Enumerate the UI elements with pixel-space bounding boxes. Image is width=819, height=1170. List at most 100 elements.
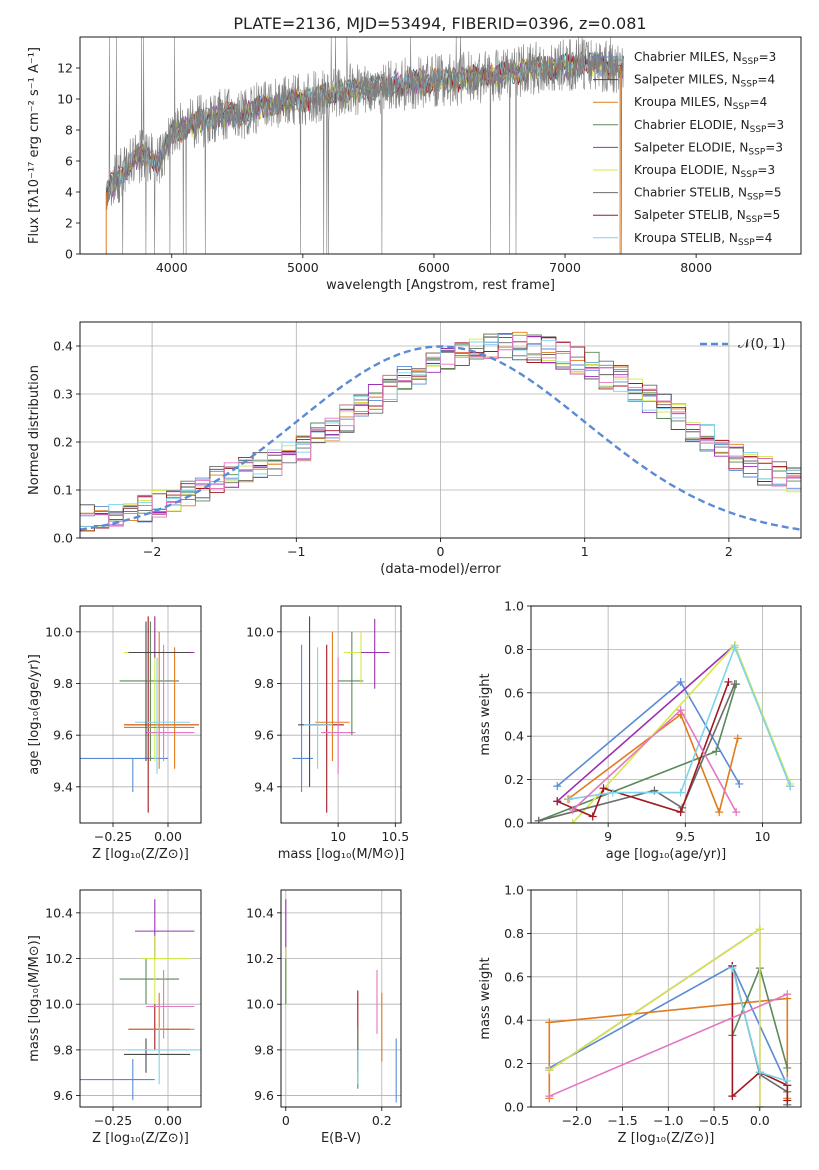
grid-lines: [281, 606, 401, 823]
legend-entry: 𝒩(0, 1): [738, 337, 785, 352]
x-tick-label: −1.5: [607, 1113, 637, 1128]
x-tick-label: 10.5: [381, 829, 409, 844]
y-tick-label: 9.4: [53, 779, 73, 794]
x-axis-label: E(B-V): [321, 1131, 361, 1146]
y-tick-label: 10.0: [246, 624, 274, 639]
plus-marker: [730, 643, 739, 652]
panel-age_vs_mass: 10 10.5 9.4 9.6 9.8 10.0 mass [log₁₀(M/M⊙)]: [246, 605, 409, 862]
y-tick-label: 0.4: [504, 1013, 524, 1028]
x-tick-label: 6000: [418, 260, 450, 275]
y-axis-label: age [log₁₀(age/yr)]: [27, 654, 42, 775]
x-tick-label: 9: [604, 829, 612, 844]
legend-entry: Kroupa ELODIE, NSSP=3: [634, 163, 775, 180]
plus-marker: [735, 779, 744, 788]
plus-marker: [786, 782, 795, 791]
x-tick-label: −0.5: [699, 1113, 729, 1128]
plus-marker: [783, 1063, 792, 1072]
legend: Chabrier MILES, NSSP=3 Salpeter MILES, NS…: [593, 50, 784, 248]
y-tick-label: 9.6: [254, 1088, 274, 1103]
panel-weight_vs_age: 9 9.5 10 0.0 0.2 0.4 0.6 0.8 1.0 age [log₁₀(age/y…: [478, 599, 802, 862]
legend-entry: Kroupa MILES, NSSP=4: [634, 95, 767, 112]
axes-frame: [79, 605, 202, 824]
y-tick-label: 10.4: [45, 905, 73, 920]
panel-mass_vs_Z: −0.25 0.00 9.6 9.8 10.0 10.2 10.4 Z [log₁₀(Z/Z⊙…: [27, 889, 202, 1146]
weight-line: [548, 927, 761, 1107]
x-tick-label: 10: [754, 829, 770, 844]
plot-area: [80, 331, 801, 532]
residual-histogram: [80, 333, 801, 528]
plus-marker: [545, 1018, 554, 1027]
x-axis-label: age [log₁₀(age/yr)]: [606, 847, 727, 862]
plus-marker: [676, 808, 685, 817]
plot-area: [534, 641, 795, 823]
x-axis-label: mass [log₁₀(M/M⊙)]: [278, 847, 405, 862]
legend-entry: Chabrier MILES, NSSP=3: [634, 50, 776, 67]
y-tick-label: 1.0: [504, 883, 524, 898]
x-tick-label: −1: [287, 544, 305, 559]
panel-weight_vs_Z: −2.0 −1.5 −1.0 −0.5 0.0 0.0 0.2 0.4 0.6 0.8 1.0 Z […: [478, 883, 802, 1146]
y-tick-label: 0.0: [504, 816, 524, 831]
x-tick-label: 10: [330, 829, 346, 844]
y-axis-label: mass weight: [478, 673, 493, 755]
legend-entry: Chabrier ELODIE, NSSP=3: [634, 118, 784, 135]
panel-residuals: −2 −1 0 1 2 0.0 0.1 0.2 0.3 0.4 (data-model)/error…: [27, 321, 802, 577]
plus-marker: [534, 816, 543, 823]
plus-marker: [728, 1092, 737, 1101]
x-tick-label: 0: [437, 544, 445, 559]
y-tick-label: 9.6: [53, 1088, 73, 1103]
y-tick-label: 0.2: [53, 435, 73, 450]
axes-frame: [530, 889, 802, 1108]
legend-entry: Salpeter MILES, NSSP=4: [634, 73, 775, 90]
y-tick-label: 10.4: [246, 905, 274, 920]
y-tick-label: 9.6: [254, 728, 274, 743]
y-tick-label: 12: [57, 61, 73, 76]
figure-title: PLATE=2136, MJD=53494, FIBERID=0396, z=0…: [233, 14, 646, 33]
plus-marker: [545, 1092, 554, 1101]
x-axis-label: Z [log₁₀(Z/Z⊙)]: [92, 847, 189, 862]
x-tick-label: −0.25: [94, 829, 132, 844]
y-tick-label: 0.4: [504, 729, 524, 744]
y-tick-label: 8: [65, 123, 73, 138]
x-tick-label: 1: [581, 544, 589, 559]
y-tick-label: 10.0: [45, 624, 73, 639]
x-axis-label: Z [log₁₀(Z/Z⊙)]: [618, 1131, 715, 1146]
y-tick-label: 9.8: [254, 676, 274, 691]
axes-frame: [79, 36, 802, 255]
plot-area: [80, 616, 199, 813]
plus-marker: [608, 788, 617, 797]
weight-line: [548, 927, 761, 1107]
y-tick-label: 0.4: [53, 339, 73, 354]
plot-area: [80, 899, 199, 1101]
plus-marker: [755, 1103, 764, 1107]
y-tick-label: 4: [65, 185, 73, 200]
x-tick-label: −0.25: [94, 1113, 132, 1128]
panel-age_vs_Z: −0.25 0.00 9.4 9.6 9.8 10.0 Z [log₁₀(Z/Z⊙)] age…: [27, 605, 202, 862]
plus-marker: [553, 782, 562, 791]
y-tick-label: 0.6: [504, 969, 524, 984]
legend-entry: Salpeter ELODIE, NSSP=3: [634, 140, 783, 157]
x-tick-label: 2: [725, 544, 733, 559]
panel-spectrum: 4000 5000 6000 7000 8000 0 2 4 6 8 10 12 wavelength …: [27, 36, 802, 293]
y-axis-label: mass weight: [478, 957, 493, 1039]
y-tick-label: 9.4: [254, 779, 274, 794]
y-tick-label: 0: [65, 247, 73, 262]
plus-marker: [553, 797, 562, 806]
x-tick-label: 9.5: [675, 829, 695, 844]
y-axis-label: Flux [fλ10⁻¹⁷ erg cm⁻² s⁻¹ A⁻¹]: [27, 47, 42, 244]
plot-area: [292, 616, 390, 813]
plot-area: [285, 899, 397, 1103]
plus-marker: [712, 747, 721, 756]
x-tick-label: 0.00: [154, 829, 182, 844]
plus-marker: [588, 812, 597, 821]
plus-marker: [724, 677, 733, 686]
y-axis-label: Normed distribution: [27, 365, 42, 495]
plus-marker: [676, 677, 685, 686]
x-tick-label: 0.0: [750, 1113, 770, 1128]
weight-line: [556, 680, 740, 787]
plus-marker: [783, 990, 792, 999]
y-tick-label: 0.6: [504, 685, 524, 700]
gaussian-reference-curve: [80, 345, 801, 531]
weight-line: [572, 643, 791, 823]
y-tick-label: 0.8: [504, 926, 524, 941]
